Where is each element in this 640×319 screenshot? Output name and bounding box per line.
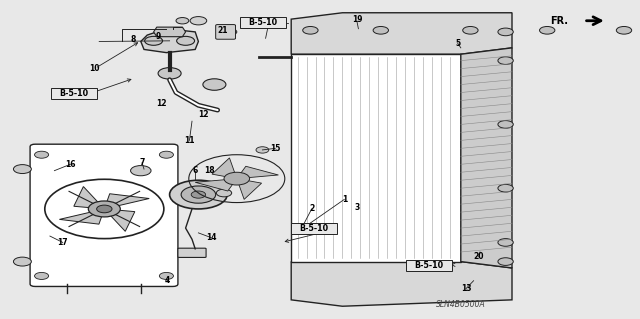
Text: B-5-10: B-5-10 bbox=[414, 261, 444, 270]
Circle shape bbox=[35, 151, 49, 158]
Circle shape bbox=[35, 272, 49, 279]
FancyBboxPatch shape bbox=[30, 144, 178, 286]
Polygon shape bbox=[461, 48, 512, 268]
Circle shape bbox=[498, 239, 513, 246]
Text: 18: 18 bbox=[205, 166, 215, 175]
FancyBboxPatch shape bbox=[51, 88, 97, 99]
Circle shape bbox=[158, 68, 181, 79]
Text: 19: 19 bbox=[352, 15, 362, 24]
Polygon shape bbox=[154, 27, 186, 37]
Circle shape bbox=[498, 121, 513, 128]
Polygon shape bbox=[291, 13, 512, 54]
Circle shape bbox=[498, 28, 513, 36]
Polygon shape bbox=[239, 166, 278, 178]
Circle shape bbox=[498, 57, 513, 64]
Text: 10: 10 bbox=[90, 64, 100, 73]
Circle shape bbox=[145, 36, 163, 45]
Text: 12: 12 bbox=[156, 99, 166, 108]
Circle shape bbox=[498, 258, 513, 265]
Circle shape bbox=[159, 272, 173, 279]
Circle shape bbox=[256, 147, 269, 153]
Circle shape bbox=[97, 205, 112, 213]
Polygon shape bbox=[141, 29, 198, 53]
Text: B-5-10: B-5-10 bbox=[59, 89, 88, 98]
Circle shape bbox=[159, 151, 173, 158]
Circle shape bbox=[616, 26, 632, 34]
Text: 5: 5 bbox=[455, 39, 460, 48]
Circle shape bbox=[224, 29, 237, 35]
Text: 17: 17 bbox=[58, 238, 68, 247]
Text: 20: 20 bbox=[474, 252, 484, 261]
Polygon shape bbox=[106, 194, 149, 207]
Circle shape bbox=[540, 26, 555, 34]
Circle shape bbox=[191, 191, 205, 198]
FancyBboxPatch shape bbox=[216, 25, 236, 39]
Text: FR.: FR. bbox=[550, 16, 568, 26]
Circle shape bbox=[170, 180, 227, 209]
Polygon shape bbox=[195, 179, 234, 191]
Polygon shape bbox=[291, 262, 512, 306]
FancyBboxPatch shape bbox=[406, 260, 452, 271]
Text: 4: 4 bbox=[165, 276, 170, 285]
Circle shape bbox=[303, 26, 318, 34]
Text: B-5-10: B-5-10 bbox=[300, 224, 329, 233]
Circle shape bbox=[13, 165, 31, 174]
Text: 14: 14 bbox=[206, 233, 216, 242]
Polygon shape bbox=[212, 158, 236, 177]
Text: B-5-10: B-5-10 bbox=[248, 18, 278, 27]
Circle shape bbox=[131, 166, 151, 176]
Circle shape bbox=[13, 257, 31, 266]
Circle shape bbox=[498, 184, 513, 192]
Text: 13: 13 bbox=[461, 284, 471, 293]
Text: 6: 6 bbox=[193, 166, 198, 175]
Text: 7: 7 bbox=[140, 158, 145, 167]
Circle shape bbox=[203, 79, 226, 90]
Circle shape bbox=[176, 18, 189, 24]
FancyBboxPatch shape bbox=[291, 223, 337, 234]
FancyBboxPatch shape bbox=[240, 17, 286, 28]
Text: 12: 12 bbox=[198, 110, 209, 119]
Polygon shape bbox=[238, 180, 262, 199]
Polygon shape bbox=[60, 211, 102, 224]
Text: 1: 1 bbox=[342, 195, 347, 204]
Polygon shape bbox=[74, 187, 100, 208]
FancyBboxPatch shape bbox=[291, 54, 461, 262]
Circle shape bbox=[224, 172, 250, 185]
Text: 8: 8 bbox=[131, 35, 136, 44]
Text: 16: 16 bbox=[65, 160, 76, 169]
Circle shape bbox=[463, 26, 478, 34]
Text: 2: 2 bbox=[309, 204, 314, 213]
Text: 11: 11 bbox=[184, 136, 195, 145]
Circle shape bbox=[190, 17, 207, 25]
Circle shape bbox=[181, 186, 216, 203]
Text: SLN4B0500A: SLN4B0500A bbox=[436, 300, 486, 309]
Circle shape bbox=[177, 36, 195, 45]
Polygon shape bbox=[108, 210, 135, 231]
Circle shape bbox=[88, 201, 120, 217]
Circle shape bbox=[216, 189, 232, 197]
FancyBboxPatch shape bbox=[178, 248, 206, 257]
Text: 21: 21 bbox=[218, 26, 228, 35]
Text: 9: 9 bbox=[156, 32, 161, 41]
Circle shape bbox=[373, 26, 388, 34]
Text: 3: 3 bbox=[355, 203, 360, 212]
Text: 15: 15 bbox=[270, 144, 280, 153]
